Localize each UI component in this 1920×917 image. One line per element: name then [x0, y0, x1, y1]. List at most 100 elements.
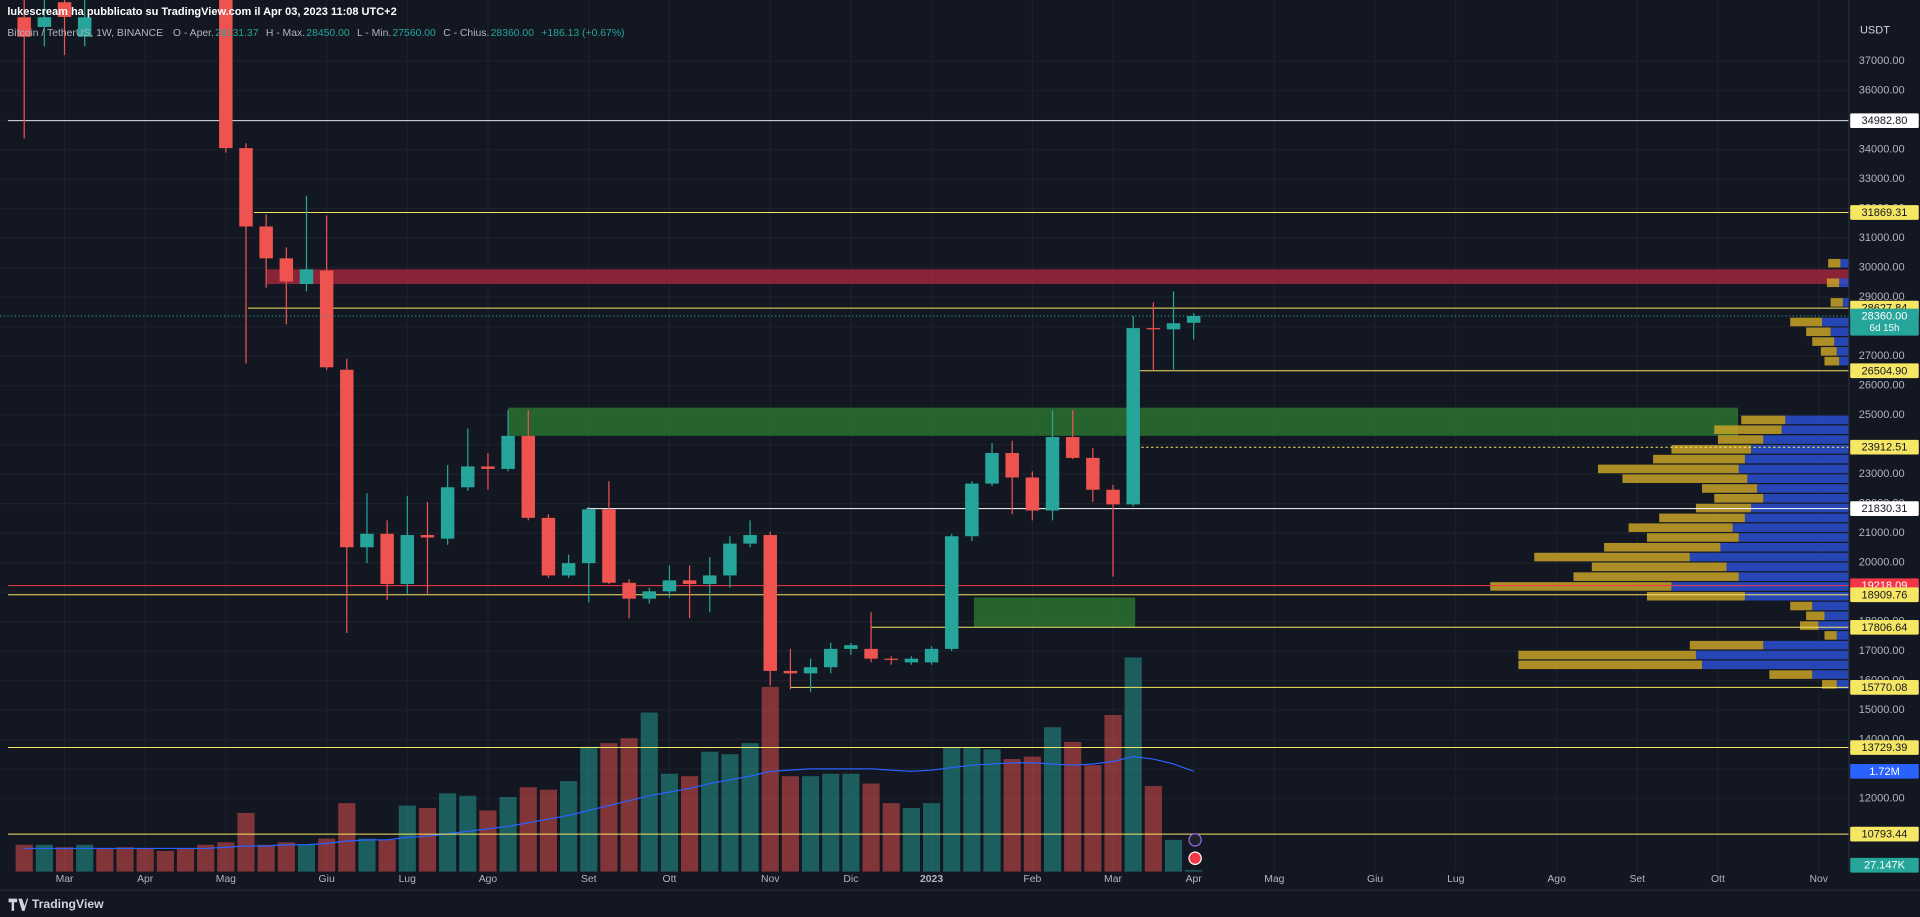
candle-body: [723, 543, 737, 576]
candle-body: [481, 466, 495, 469]
x-tick-label: Mag: [216, 874, 236, 885]
candle-body: [944, 536, 959, 649]
level-tag-bg: [1850, 587, 1919, 603]
volume-ma-tag-bg: [1850, 763, 1919, 779]
y-tick-label: 29000.00: [1859, 291, 1905, 303]
x-tick-label: Ott: [1711, 874, 1725, 885]
candle-body: [844, 645, 858, 649]
symbol-legend: Bitcoin / TetherUS, 1W, BINANCE O - Aper.…: [7, 28, 624, 39]
profile-buy: [1836, 631, 1849, 640]
volume-bar: [15, 844, 33, 872]
x-tick-label: Ago: [1547, 874, 1566, 885]
candle-body: [360, 533, 374, 548]
candle-body: [1166, 323, 1181, 330]
level-tag-bg: [1850, 680, 1919, 695]
event-flag[interactable]: [1188, 851, 1202, 865]
profile-buy: [1689, 552, 1849, 562]
candle-body: [642, 591, 656, 599]
profile-sell: [1790, 317, 1823, 327]
volume-bar: [439, 793, 457, 872]
event-icon[interactable]: [1188, 833, 1202, 847]
candle-body: [602, 509, 616, 583]
candle-body: [219, 0, 233, 149]
level-tag: 34982.80: [1862, 115, 1908, 127]
candle-body: [561, 563, 576, 576]
x-tick-label: Mag: [1264, 874, 1284, 885]
legend-text: 28360.00: [491, 28, 535, 39]
profile-sell: [1597, 464, 1739, 474]
profile-sell: [1828, 258, 1841, 268]
legend-text: +186.13 (+0.67%): [541, 28, 624, 39]
volume-bar: [1043, 727, 1062, 872]
profile-sell: [1717, 435, 1764, 444]
candle-body: [1186, 316, 1201, 323]
x-tick-label: 2023: [920, 874, 943, 885]
profile-buy: [1744, 454, 1849, 464]
profile-buy: [1751, 503, 1849, 513]
profile-buy: [1738, 572, 1849, 581]
level-tag-bg: [1850, 826, 1919, 842]
volume-bar: [600, 743, 618, 872]
profile-buy: [1822, 317, 1849, 327]
legend-text: Bitcoin / TetherUS, 1W, BINANCE: [7, 28, 163, 39]
profile-sell: [1824, 356, 1840, 366]
candle-body: [1086, 457, 1100, 490]
legend-text: L - Min.: [357, 28, 391, 39]
x-tick-label: Apr: [137, 874, 154, 885]
candle-body: [57, 2, 72, 17]
zone: [973, 597, 1136, 627]
volume-bar: [660, 773, 678, 872]
level-tag: 13729.39: [1862, 742, 1908, 754]
profile-sell: [1790, 601, 1813, 611]
volume-bar: [1185, 870, 1203, 872]
profile-buy: [1781, 425, 1849, 434]
level-tag: 17806.64: [1862, 622, 1908, 634]
profile-buy: [1824, 611, 1849, 621]
profile-sell: [1534, 552, 1690, 562]
x-tick-label: Dic: [843, 874, 858, 885]
volume-bar: [822, 773, 840, 872]
y-tick-label: 14000.00: [1859, 733, 1905, 745]
level-tag: 26504.90: [1862, 365, 1908, 377]
profile-sell: [1806, 611, 1825, 621]
candle-body: [279, 258, 294, 282]
candle-body: [521, 435, 536, 518]
candle-body: [582, 509, 596, 564]
volume-bar: [620, 738, 638, 872]
candle-body: [77, 17, 92, 37]
level-tag: 21830.31: [1862, 503, 1908, 515]
volume-bar: [217, 842, 235, 872]
volume-bar: [1104, 714, 1122, 872]
candle-body: [37, 17, 52, 27]
profile-sell: [1628, 523, 1733, 532]
y-tick-label: 23000.00: [1859, 468, 1905, 480]
x-tick-label: Feb: [1023, 874, 1041, 885]
volume-bar: [418, 808, 437, 872]
volume-bar: [922, 803, 941, 872]
plot-area: [0, 0, 1849, 872]
profile-buy: [1818, 621, 1849, 630]
volume-bar: [136, 848, 154, 872]
profile-sell: [1646, 533, 1739, 542]
candle-body: [1146, 328, 1161, 330]
candle-body: [1126, 328, 1140, 505]
candle-body: [763, 535, 777, 671]
candle-body: [501, 435, 515, 469]
profile-buy: [1744, 591, 1849, 601]
profile-buy: [1842, 298, 1849, 307]
profile-buy: [1738, 533, 1849, 542]
volume-bar: [156, 850, 174, 872]
y-tick-label: 27000.00: [1859, 350, 1905, 362]
legend-text: 28131.37: [215, 28, 259, 39]
profile-sell: [1826, 278, 1840, 288]
profile-buy: [1763, 640, 1849, 650]
profile-buy: [1763, 435, 1849, 444]
candle-body: [1065, 437, 1080, 458]
x-tick-label: Nov: [1809, 874, 1828, 885]
profile-buy: [1830, 327, 1849, 337]
candle-body: [985, 453, 999, 484]
volume-bar: [781, 776, 799, 872]
volume-bar: [197, 844, 215, 872]
volume-bar: [76, 844, 94, 872]
y-tick-label: 12000.00: [1859, 792, 1905, 804]
